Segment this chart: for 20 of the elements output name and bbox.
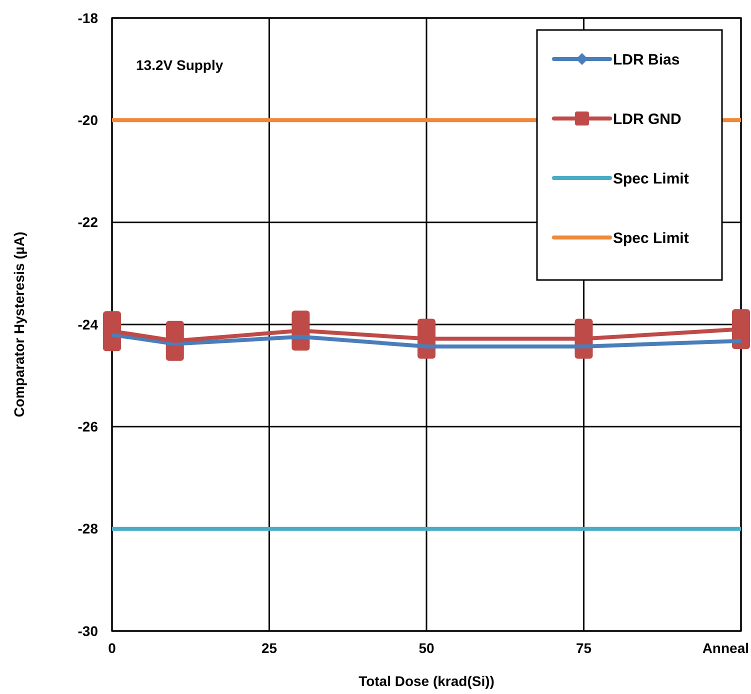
y-tick-label: -18 <box>78 10 98 26</box>
x-tick-label: 50 <box>418 640 434 656</box>
x-axis-title: Total Dose (krad(Si)) <box>358 673 494 689</box>
y-tick-label: -22 <box>78 214 98 230</box>
annotation: 13.2V Supply <box>136 57 224 73</box>
x-tick-label: 75 <box>576 640 592 656</box>
y-tick-label: -20 <box>78 112 98 128</box>
legend-label: Spec Limit <box>613 170 689 188</box>
y-tick-label: -28 <box>78 520 98 537</box>
legend-label: LDR GND <box>613 110 682 128</box>
legend-label: Spec Limit <box>613 230 689 247</box>
x-tick-label: Anneal <box>702 640 749 656</box>
y-axis-title: Comparator Hysteresis (µA) <box>11 232 27 418</box>
y-tick-label: -26 <box>78 418 98 435</box>
x-tick-label: 0 <box>108 640 116 656</box>
y-tick-label: -24 <box>78 316 98 332</box>
legend-label: LDR Bias <box>613 51 680 68</box>
y-tick-label: -30 <box>78 622 98 639</box>
x-tick-label: 25 <box>261 640 278 656</box>
line-series <box>110 332 743 348</box>
